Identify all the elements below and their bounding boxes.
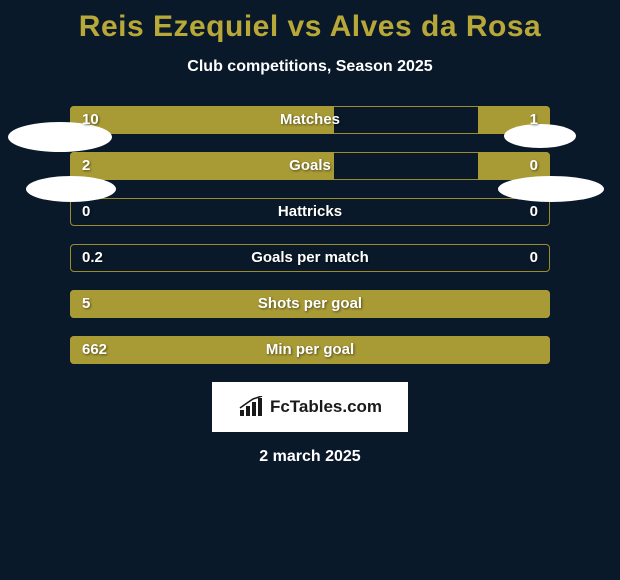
subtitle: Club competitions, Season 2025 — [0, 58, 620, 76]
stat-row: 20Goals — [70, 152, 550, 180]
logo-box: FcTables.com — [212, 382, 408, 432]
stat-row: 0.20Goals per match — [70, 244, 550, 272]
stat-label: Shots per goal — [70, 290, 550, 318]
page-title: Reis Ezequiel vs Alves da Rosa — [0, 0, 620, 44]
date-label: 2 march 2025 — [0, 448, 620, 466]
stat-label: Min per goal — [70, 336, 550, 364]
stat-row: 101Matches — [70, 106, 550, 134]
stat-label: Goals per match — [70, 244, 550, 272]
chart-icon — [238, 396, 264, 418]
stat-label: Hattricks — [70, 198, 550, 226]
stat-label: Matches — [70, 106, 550, 134]
stat-row: 00Hattricks — [70, 198, 550, 226]
stat-label: Goals — [70, 152, 550, 180]
stat-row: 5Shots per goal — [70, 290, 550, 318]
stat-row: 662Min per goal — [70, 336, 550, 364]
logo-text: FcTables.com — [270, 397, 382, 417]
